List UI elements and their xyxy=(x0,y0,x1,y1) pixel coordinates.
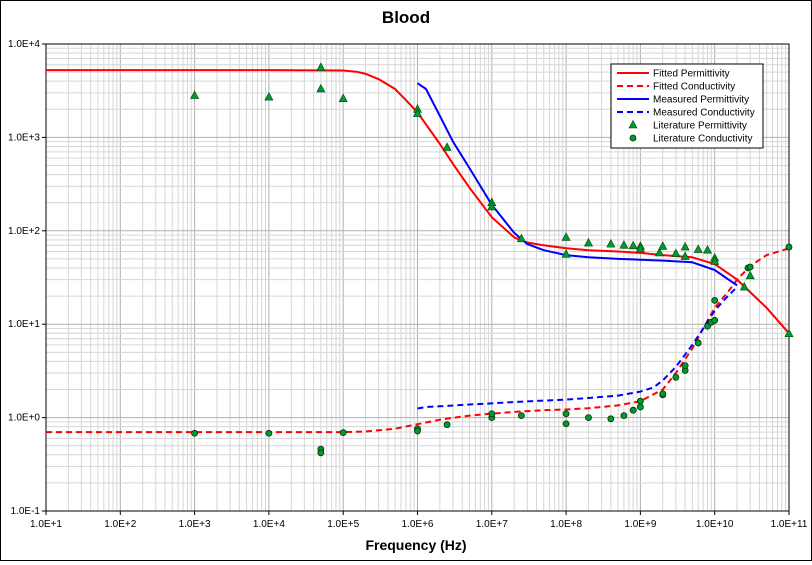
literature-conductivity-point xyxy=(620,412,628,420)
x-tick-label: 1.0E+5 xyxy=(327,519,359,530)
literature-conductivity-point xyxy=(317,449,325,457)
literature-conductivity-point xyxy=(704,322,711,330)
literature-permittivity-point xyxy=(316,83,326,93)
x-tick-label: 1.0E+7 xyxy=(476,519,508,530)
legend-label: Fitted Conductivity xyxy=(653,82,735,93)
x-tick-label: 1.0E+8 xyxy=(550,519,582,530)
literature-permittivity-point xyxy=(338,93,348,102)
literature-permittivity-point xyxy=(583,237,593,247)
literature-conductivity-point xyxy=(711,296,719,304)
axis-ticks: 1.0E+1 1.0E+2 1.0E+3 1.0E+4 1.0E+5 1.0E+6 1.0E… xyxy=(8,39,808,530)
chart-title: Blood xyxy=(382,8,430,27)
y-tick-label: 1.0E+0 xyxy=(8,413,40,424)
x-tick-label: 1.0E+6 xyxy=(402,519,434,530)
literature-permittivity-point xyxy=(606,238,616,248)
literature-permittivity-point xyxy=(658,241,668,250)
legend-box xyxy=(610,63,764,149)
x-tick-label: 1.0E+11 xyxy=(771,519,808,530)
literature-conductivity-point xyxy=(443,421,451,429)
literature-permittivity-point xyxy=(739,281,749,291)
literature-conductivity-point xyxy=(711,316,719,324)
literature-conductivity-point xyxy=(517,412,525,420)
literature-conductivity-point xyxy=(637,397,644,405)
grid xyxy=(45,44,789,512)
literature-conductivity-point xyxy=(585,414,592,422)
literature-permittivity-point xyxy=(264,91,274,101)
literature-permittivity-point xyxy=(619,240,629,249)
literature-conductivity-point xyxy=(637,403,644,411)
measured-permittivity-line xyxy=(416,82,738,287)
literature-conductivity-point xyxy=(562,420,570,428)
y-tick-label: 1.0E+3 xyxy=(8,132,40,143)
x-tick-label: 1.0E+1 xyxy=(30,519,62,530)
series-layer xyxy=(46,62,794,457)
literature-conductivity-point xyxy=(746,263,754,271)
literature-permittivity-point xyxy=(702,245,712,254)
fitted-conductivity-line xyxy=(46,247,790,434)
y-tick-label: 1.0E+2 xyxy=(8,226,40,237)
literature-permittivity-point xyxy=(442,142,452,151)
literature-permittivity-point xyxy=(680,241,690,251)
legend-label: Measured Conductivity xyxy=(653,108,755,119)
literature-conductivity-point xyxy=(672,373,680,381)
literature-conductivity-point xyxy=(694,339,702,347)
literature-permittivity-point xyxy=(680,251,690,260)
literature-conductivity-point xyxy=(339,429,347,437)
y-tick-label: 1.0E+1 xyxy=(8,319,40,330)
literature-permittivity-point xyxy=(745,270,755,280)
legend-label: Fitted Permittivity xyxy=(653,69,730,80)
literature-permittivity-point xyxy=(671,248,681,257)
literature-permittivity-point xyxy=(487,201,497,211)
x-tick-label: 1.0E+3 xyxy=(179,519,211,530)
y-tick-label: 1.0E-1 xyxy=(11,506,41,517)
legend-swatch xyxy=(628,119,638,129)
literature-permittivity-point xyxy=(413,108,422,117)
x-tick-label: 1.0E+2 xyxy=(104,519,136,530)
literature-permittivity-point xyxy=(561,249,571,258)
literature-conductivity-point xyxy=(265,429,273,437)
legend-swatch xyxy=(629,134,637,142)
literature-permittivity-point xyxy=(784,328,794,338)
measured-conductivity-line xyxy=(417,286,738,410)
literature-conductivity-point xyxy=(785,243,793,251)
literature-permittivity-point xyxy=(516,233,526,243)
x-axis-label: Frequency (Hz) xyxy=(365,537,466,553)
literature-conductivity-point xyxy=(562,410,570,418)
literature-permittivity-point xyxy=(190,90,200,99)
x-tick-label: 1.0E+9 xyxy=(624,519,656,530)
legend-label: Literature Conductivity xyxy=(653,134,753,145)
literature-permittivity-point xyxy=(693,244,703,253)
literature-permittivity-point xyxy=(710,256,720,265)
literature-permittivity-point xyxy=(316,62,326,71)
literature-permittivity-point xyxy=(635,243,645,253)
literature-conductivity-point xyxy=(607,415,615,423)
y-tick-label: 1.0E+4 xyxy=(8,39,40,50)
legend-label: Literature Permittivity xyxy=(653,121,747,132)
literature-conductivity-point xyxy=(681,362,689,370)
literature-permittivity-point xyxy=(654,247,664,257)
legend-label: Measured Permittivity xyxy=(653,95,749,106)
literature-conductivity-point xyxy=(191,429,199,437)
literature-conductivity-point xyxy=(488,410,496,418)
literature-permittivity-point xyxy=(561,232,571,241)
legend: Fitted Permittivity Fitted Conductivity Me… xyxy=(610,63,764,149)
literature-conductivity-point xyxy=(629,406,637,414)
literature-conductivity-point xyxy=(414,427,421,435)
x-tick-label: 1.0E+4 xyxy=(253,519,285,530)
x-tick-label: 1.0E+10 xyxy=(696,519,734,530)
literature-permittivity-point xyxy=(628,240,638,250)
literature-conductivity-point xyxy=(659,390,667,398)
